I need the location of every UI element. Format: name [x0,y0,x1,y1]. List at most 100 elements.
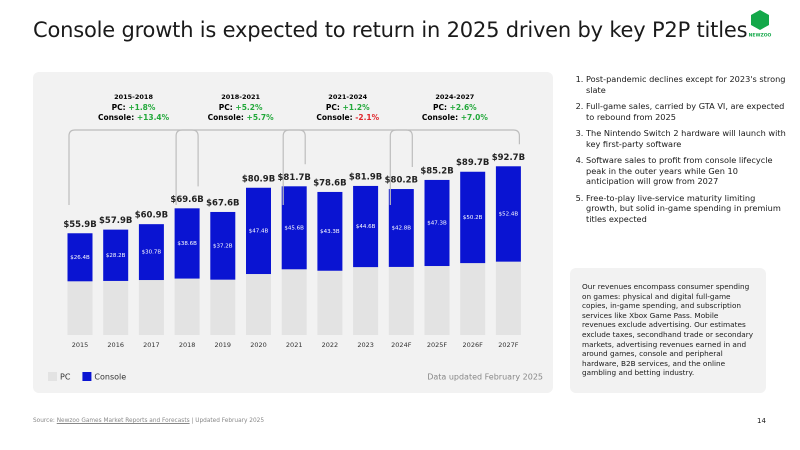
total-label: $67.6B [206,198,239,208]
bracket [175,129,306,205]
bar-segment [460,171,486,264]
total-label: $81.9B [349,172,382,182]
bar-segment [317,270,343,335]
period-growth: PC: +2.6% [433,103,477,112]
period-growth: PC: +1.8% [112,103,156,112]
x-tick-label: 2024F [391,341,412,349]
period-label: 2015-2018 [114,93,153,101]
growth-value: -2.1% [355,113,379,122]
x-tick-label: 2023 [357,341,374,349]
bracket [282,129,413,205]
data-note: Data updated February 2025 [427,373,543,382]
logo-text: NEWZOO [749,33,772,39]
growth-label: PC: [219,103,233,112]
period-growth: Console: +13.4% [98,113,170,122]
growth-value: +1.2% [343,103,371,112]
bar-segment [246,274,271,335]
segment-label: $45.6B [284,225,304,231]
total-label: $78.6B [313,178,346,188]
x-tick-label: 2016 [107,341,124,349]
info-box: Our revenues encompass consumer spending… [570,268,766,393]
growth-value: +7.0% [461,113,489,122]
segment-label: $47.3B [427,220,447,226]
bar-segment [210,279,236,335]
note-item: Free-to-play live-service maturity limit… [586,193,786,225]
segment-label: $47.4B [249,228,269,234]
growth-value: +13.4% [137,113,170,122]
growth-label: Console: [316,113,352,122]
growth-label: PC: [326,103,340,112]
period-growth: PC: +1.2% [326,103,370,112]
bracket [389,129,520,205]
notes-list: Post-pandemic declines except for 2023's… [570,74,786,230]
total-label: $80.9B [242,174,275,184]
total-label: $81.7B [278,173,311,183]
bar-segment [281,186,307,270]
segment-label: $44.6B [356,224,376,230]
segment-label: $52.4B [499,211,519,217]
bar-segment [317,191,343,271]
total-label: $69.6B [170,195,203,205]
period-growth: PC: +5.2% [219,103,263,112]
x-tick-label: 2025F [427,341,448,349]
total-label: $60.9B [135,211,168,221]
total-label: $55.9B [63,220,96,230]
bar-segment [67,281,93,335]
bar-segment [388,189,414,267]
x-tick-label: 2018 [179,341,196,349]
source-link[interactable]: Newzoo Games Market Reports and Forecast… [56,418,190,424]
segment-label: $37.2B [213,243,233,249]
bar-segment [460,263,486,335]
growth-label: Console: [422,113,458,122]
x-tick-label: 2017 [143,341,160,349]
bar-segment [424,179,450,267]
growth-label: Console: [208,113,244,122]
legend-swatch [48,372,57,381]
bar-segment [138,280,164,335]
bar-segment [388,266,414,335]
bar-segment [424,266,450,335]
segment-label: $42.8B [392,225,412,231]
legend-swatch [82,372,92,381]
updated: | Updated February 2025 [191,418,265,424]
segment-label: $26.4B [70,255,90,261]
source-label: Source: [33,418,55,424]
segment-label: $38.6B [177,241,197,247]
segment-label: $28.2B [106,253,126,259]
legend-label: PC [60,373,71,382]
growth-value: +2.6% [450,103,478,112]
total-label: $92.7B [492,153,525,163]
bar-segment [353,267,379,335]
x-tick-label: 2026F [463,341,484,349]
total-label: $89.7B [456,158,489,168]
x-tick-label: 2022 [322,341,339,349]
period-growth: Console: +7.0% [422,113,488,122]
growth-value: +1.8% [128,103,156,112]
growth-label: PC: [112,103,126,112]
x-tick-label: 2021 [286,341,303,349]
period-growth: Console: +5.7% [208,113,274,122]
page-number: 14 [757,417,766,425]
bar-segment [67,233,93,282]
note-item: Software sales to profit from console li… [586,155,786,187]
note-item: The Nintendo Switch 2 hardware will laun… [586,128,786,149]
growth-label: PC: [433,103,447,112]
note-item: Post-pandemic declines except for 2023's… [586,74,786,95]
growth-value: +5.7% [247,113,275,122]
bar-segment [246,187,271,275]
note-item: Full-game sales, carried by GTA VI, are … [586,101,786,122]
bracket [68,129,199,205]
bar-segment [210,211,236,280]
bar-segment [353,185,379,268]
growth-value: +5.2% [235,103,263,112]
bar-segment [103,229,129,281]
bar-segment [103,280,129,335]
total-label: $57.9B [99,216,132,226]
footer: Source: Newzoo Games Market Reports and … [33,418,264,424]
logo: NEWZOO [749,10,772,39]
total-label: $85.2B [420,166,453,176]
period-label: 2018-2021 [221,93,260,101]
segment-label: $50.2B [463,215,483,221]
bar-segment [495,166,521,262]
